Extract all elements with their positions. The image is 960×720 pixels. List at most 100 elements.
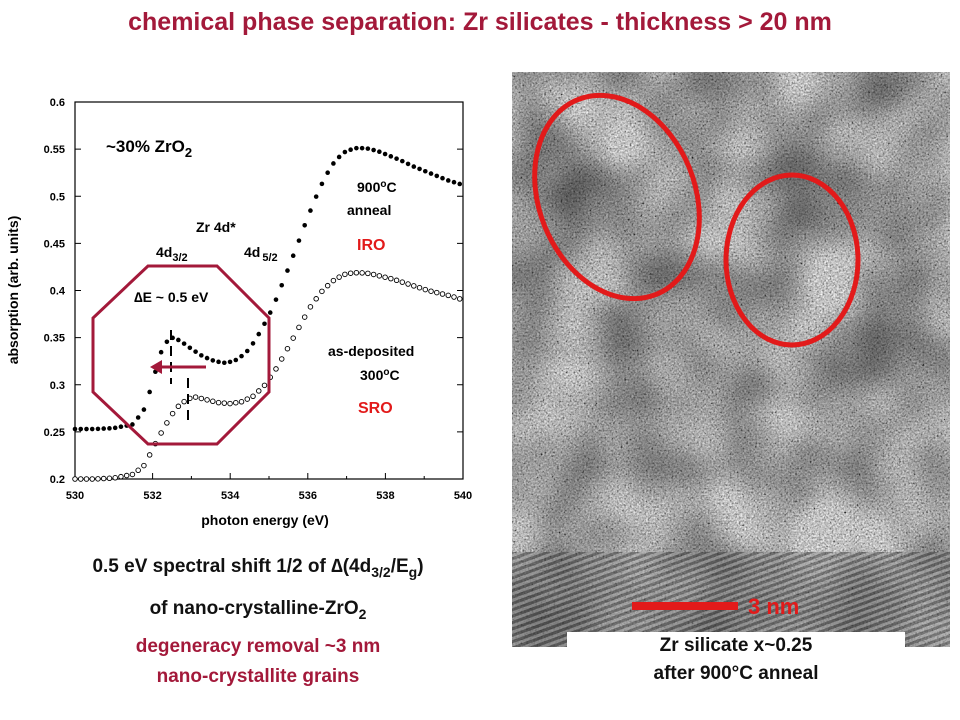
x-tick-label: 532 xyxy=(143,490,161,502)
x-tick-label: 534 xyxy=(221,490,240,502)
as-deposited-data-point xyxy=(83,476,90,482)
as-deposited-data-point xyxy=(382,274,388,280)
annealed-data-point xyxy=(141,407,147,412)
as-deposited-data-point xyxy=(198,395,205,402)
annealed-data-point xyxy=(216,359,221,365)
annealed-data-point xyxy=(285,268,290,273)
annealed-data-point xyxy=(422,168,428,174)
x-tick-label: 536 xyxy=(299,490,317,502)
as-deposited-data-point xyxy=(215,399,222,406)
y-tick-label: 0.3 xyxy=(50,380,65,392)
annealed-data-point xyxy=(158,349,164,355)
y-tick-label: 0.6 xyxy=(50,97,65,109)
as-deposited-data-point xyxy=(451,294,457,300)
as-deposited-data-point xyxy=(290,335,296,341)
annealed-data-point xyxy=(72,426,78,432)
as-deposited-data-point xyxy=(439,291,446,297)
annealed-data-point xyxy=(187,345,193,351)
as-deposited-data-point xyxy=(261,382,268,389)
as-deposited-data-point xyxy=(112,475,118,481)
as-deposited-data-point xyxy=(405,281,411,287)
delta-e-label: ∆E ~ 0.5 eV xyxy=(134,289,209,305)
as-deposited-data-point xyxy=(118,473,124,480)
annealed-data-point xyxy=(233,357,239,363)
as-deposited-data-point xyxy=(393,277,400,284)
annealed-data-point xyxy=(176,337,181,343)
as-deposited-data-point xyxy=(77,476,84,482)
annealed-data-point xyxy=(204,355,210,361)
as-deposited-data-point xyxy=(106,475,113,482)
annealed-data-point xyxy=(118,424,124,430)
d52-label: 4d 5/2 xyxy=(244,244,278,264)
annealed-data-point xyxy=(84,426,89,432)
annealed-data-point xyxy=(164,339,170,345)
y-tick-label: 0.5 xyxy=(50,191,65,203)
annealed-data-point xyxy=(290,253,296,259)
annealed-data-point xyxy=(302,222,307,228)
as-deposited-data-point xyxy=(221,400,228,406)
as-deposited-data-point xyxy=(250,393,256,400)
annealed-data-point xyxy=(457,181,463,187)
y-tick-label: 0.45 xyxy=(44,238,65,250)
as-deposited-data-point xyxy=(411,283,417,289)
as-deposited-data-point xyxy=(416,284,423,291)
tem-texture xyxy=(512,72,950,647)
as-deposited-label: as-deposited xyxy=(328,343,414,359)
as-deposited-data-point xyxy=(422,286,429,293)
scale-bar-label: 3 nm xyxy=(748,594,800,619)
tem-caption-line2: after 900°C anneal xyxy=(653,663,819,684)
iro-label: IRO xyxy=(357,237,385,254)
y-tick-label: 0.2 xyxy=(50,474,65,486)
as-deposited-data-point xyxy=(164,420,170,426)
caption-spectral-shift: 0.5 eV spectral shift 1/2 of ∆(4d3/2/Eg) xyxy=(92,556,424,580)
annealed-data-point xyxy=(382,151,388,157)
annealed-data-point xyxy=(210,358,216,363)
as-deposited-data-point xyxy=(278,356,285,362)
as-deposited-data-point xyxy=(192,394,199,400)
y-tick-label: 0.55 xyxy=(44,144,65,156)
as-deposited-data-point xyxy=(376,273,383,279)
as-deposited-data-point xyxy=(336,274,342,280)
annealed-data-point xyxy=(388,154,394,159)
annealed-data-point xyxy=(394,156,399,161)
annealed-data-point xyxy=(267,310,273,315)
annealed-data-point xyxy=(199,353,204,358)
annealed-data-point xyxy=(101,426,107,431)
annealed-data-point xyxy=(222,360,227,366)
as-deposited-data-point xyxy=(89,476,95,482)
as-deposited-data-point xyxy=(330,277,337,284)
y-axis-label: absorption (arb. units) xyxy=(5,216,21,365)
as-deposited-data-point xyxy=(181,398,187,405)
d32-label: 4d3/2 xyxy=(156,244,188,264)
annealed-data-point xyxy=(89,426,95,432)
annealed-data-point xyxy=(319,181,325,187)
as-deposited-data-point xyxy=(135,467,141,474)
annealed-data-point xyxy=(371,147,376,153)
annealed-data-point xyxy=(112,425,118,431)
as-deposited-data-point xyxy=(342,271,348,278)
page-title: chemical phase separation: Zr silicates … xyxy=(128,8,832,36)
as-deposited-data-point xyxy=(123,472,130,479)
anneal-temp-label: 900oC xyxy=(357,179,397,195)
tem-caption-line1: Zr silicate x~0.25 xyxy=(659,635,813,656)
as-deposited-data-point xyxy=(100,475,107,482)
as-deposited-data-point xyxy=(146,452,153,458)
as-deposited-data-point xyxy=(95,476,101,482)
as-deposited-data-point xyxy=(169,410,176,417)
annealed-data-point xyxy=(331,161,336,166)
as-deposited-data-point xyxy=(313,296,319,302)
as-deposited-data-point xyxy=(175,403,182,410)
as-deposited-data-point xyxy=(129,471,136,478)
annealed-data-point xyxy=(400,158,405,164)
as-deposited-data-point xyxy=(273,366,279,372)
sro-label: SRO xyxy=(358,400,393,417)
as-deposited-data-point xyxy=(284,345,291,352)
as-deposited-data-point xyxy=(72,476,78,482)
as-deposited-data-point xyxy=(319,288,325,295)
x-tick-label: 538 xyxy=(376,490,394,502)
as-deposited-data-point xyxy=(233,399,239,406)
caption-nano-crystalline: of nano-crystalline-ZrO2 xyxy=(149,598,367,622)
as-deposited-data-point xyxy=(238,399,245,405)
as-deposited-data-point xyxy=(141,462,147,469)
annealed-data-point xyxy=(342,149,348,155)
